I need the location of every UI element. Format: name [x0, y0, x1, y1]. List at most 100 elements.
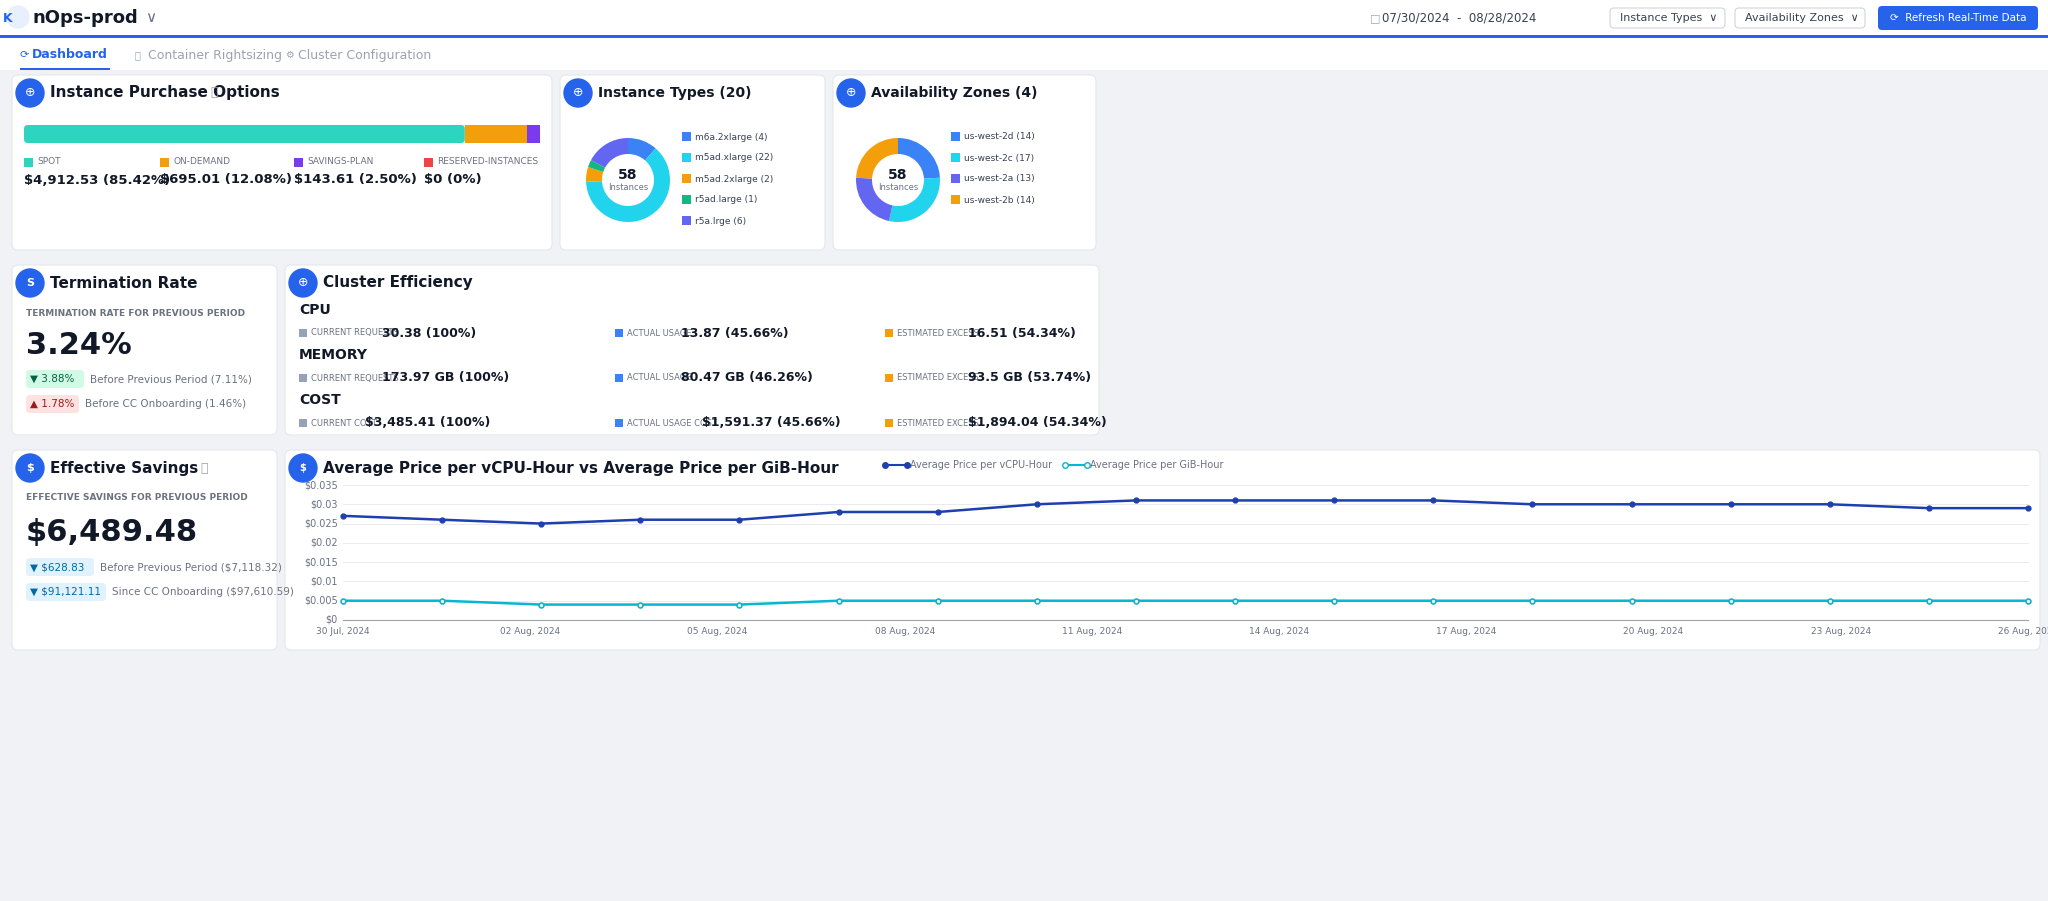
Text: ESTIMATED EXCESS: ESTIMATED EXCESS — [897, 418, 979, 427]
Text: ACTUAL USAGE: ACTUAL USAGE — [627, 329, 692, 338]
Circle shape — [563, 79, 592, 107]
Bar — [20, 68, 111, 70]
Text: Instance Types (20): Instance Types (20) — [598, 86, 752, 100]
Bar — [299, 419, 307, 427]
Bar — [0, 35, 2048, 38]
Wedge shape — [897, 138, 940, 178]
Text: Dashboard: Dashboard — [33, 49, 109, 61]
Wedge shape — [592, 138, 629, 168]
Bar — [682, 216, 690, 225]
FancyBboxPatch shape — [12, 265, 276, 435]
Text: Average Price per vCPU-Hour: Average Price per vCPU-Hour — [909, 460, 1053, 470]
Bar — [25, 158, 33, 167]
Text: $0: $0 — [326, 615, 338, 625]
Bar — [614, 374, 623, 382]
Text: $0.005: $0.005 — [305, 596, 338, 605]
Text: 20 Aug, 2024: 20 Aug, 2024 — [1624, 627, 1683, 636]
Text: $0.03: $0.03 — [311, 499, 338, 509]
Text: Before Previous Period (7.11%): Before Previous Period (7.11%) — [90, 374, 252, 384]
Wedge shape — [856, 177, 893, 221]
Text: ACTUAL USAGE: ACTUAL USAGE — [627, 374, 692, 383]
Text: Availability Zones (4): Availability Zones (4) — [870, 86, 1038, 100]
Text: 30.38 (100%): 30.38 (100%) — [383, 326, 477, 340]
Text: Before Previous Period ($7,118.32): Before Previous Period ($7,118.32) — [100, 562, 283, 572]
Text: 58: 58 — [618, 168, 637, 182]
Text: 16.51 (54.34%): 16.51 (54.34%) — [969, 326, 1075, 340]
Text: 07/30/2024  -  08/28/2024: 07/30/2024 - 08/28/2024 — [1382, 12, 1536, 24]
Text: SPOT: SPOT — [37, 158, 61, 167]
Text: Instances: Instances — [879, 184, 918, 193]
Text: ⊕: ⊕ — [573, 86, 584, 99]
Text: Before CC Onboarding (1.46%): Before CC Onboarding (1.46%) — [86, 399, 246, 409]
Text: ⊕: ⊕ — [25, 86, 35, 99]
Text: $: $ — [299, 463, 307, 473]
Text: $1,894.04 (54.34%): $1,894.04 (54.34%) — [969, 416, 1108, 430]
Text: 17 Aug, 2024: 17 Aug, 2024 — [1436, 627, 1497, 636]
Text: Average Price per vCPU-Hour vs Average Price per GiB-Hour: Average Price per vCPU-Hour vs Average P… — [324, 460, 838, 476]
Text: 02 Aug, 2024: 02 Aug, 2024 — [500, 627, 561, 636]
Text: 173.97 GB (100%): 173.97 GB (100%) — [383, 371, 510, 385]
Bar — [295, 158, 303, 167]
Text: $4,912.53 (85.42%): $4,912.53 (85.42%) — [25, 174, 170, 187]
Bar — [465, 125, 526, 143]
Wedge shape — [586, 167, 604, 182]
Text: 3.24%: 3.24% — [27, 331, 131, 359]
Text: 93.5 GB (53.74%): 93.5 GB (53.74%) — [969, 371, 1092, 385]
Text: us-west-2c (17): us-west-2c (17) — [965, 153, 1034, 162]
Text: r5ad.large (1): r5ad.large (1) — [694, 196, 758, 205]
Text: $0.035: $0.035 — [305, 480, 338, 490]
Bar — [526, 125, 541, 143]
Text: ⊕: ⊕ — [297, 277, 309, 289]
FancyBboxPatch shape — [27, 395, 80, 413]
Text: nOps-prod: nOps-prod — [33, 9, 137, 27]
Text: 08 Aug, 2024: 08 Aug, 2024 — [874, 627, 934, 636]
Text: us-west-2a (13): us-west-2a (13) — [965, 175, 1034, 184]
Wedge shape — [629, 138, 655, 160]
FancyBboxPatch shape — [285, 450, 2040, 650]
Text: $1,591.37 (45.66%): $1,591.37 (45.66%) — [702, 416, 842, 430]
Text: $6,489.48: $6,489.48 — [27, 517, 199, 547]
Text: ON-DEMAND: ON-DEMAND — [172, 158, 229, 167]
Text: Cluster Configuration: Cluster Configuration — [299, 49, 432, 61]
Text: COST: COST — [299, 393, 340, 407]
Text: m5ad.2xlarge (2): m5ad.2xlarge (2) — [694, 175, 774, 184]
Text: CURRENT REQUESTS: CURRENT REQUESTS — [311, 329, 399, 338]
FancyBboxPatch shape — [27, 583, 106, 601]
Text: CPU: CPU — [299, 303, 330, 317]
FancyBboxPatch shape — [1610, 8, 1724, 28]
Text: $0.02: $0.02 — [311, 538, 338, 548]
Text: Since CC Onboarding ($97,610.59): Since CC Onboarding ($97,610.59) — [113, 587, 293, 597]
FancyBboxPatch shape — [559, 75, 825, 250]
Bar — [682, 195, 690, 204]
Wedge shape — [588, 160, 604, 172]
Text: Instances: Instances — [608, 184, 647, 193]
FancyBboxPatch shape — [1735, 8, 1866, 28]
Bar — [950, 153, 961, 162]
Text: ⚙: ⚙ — [285, 50, 293, 60]
Circle shape — [289, 454, 317, 482]
Bar — [950, 195, 961, 204]
Bar — [682, 132, 690, 141]
Bar — [299, 374, 307, 382]
Bar — [160, 158, 170, 167]
Bar — [950, 132, 961, 141]
FancyBboxPatch shape — [25, 125, 465, 143]
Text: 13.87 (45.66%): 13.87 (45.66%) — [682, 326, 788, 340]
Text: r5a.lrge (6): r5a.lrge (6) — [694, 216, 745, 225]
Text: 👤: 👤 — [135, 50, 141, 60]
Circle shape — [16, 454, 43, 482]
Circle shape — [289, 269, 317, 297]
FancyBboxPatch shape — [27, 558, 94, 576]
Text: ⟳  Refresh Real-Time Data: ⟳ Refresh Real-Time Data — [1890, 13, 2025, 23]
Text: K: K — [4, 12, 12, 24]
Bar — [424, 158, 432, 167]
Text: ESTIMATED EXCESS: ESTIMATED EXCESS — [897, 374, 979, 383]
Wedge shape — [856, 138, 897, 178]
Text: m6a.2xlarge (4): m6a.2xlarge (4) — [694, 132, 768, 141]
Text: ⟳: ⟳ — [20, 50, 29, 60]
Circle shape — [16, 269, 43, 297]
Circle shape — [16, 79, 43, 107]
FancyBboxPatch shape — [12, 75, 553, 250]
Text: Effective Savings: Effective Savings — [49, 460, 199, 476]
Text: ⓘ: ⓘ — [201, 461, 207, 475]
